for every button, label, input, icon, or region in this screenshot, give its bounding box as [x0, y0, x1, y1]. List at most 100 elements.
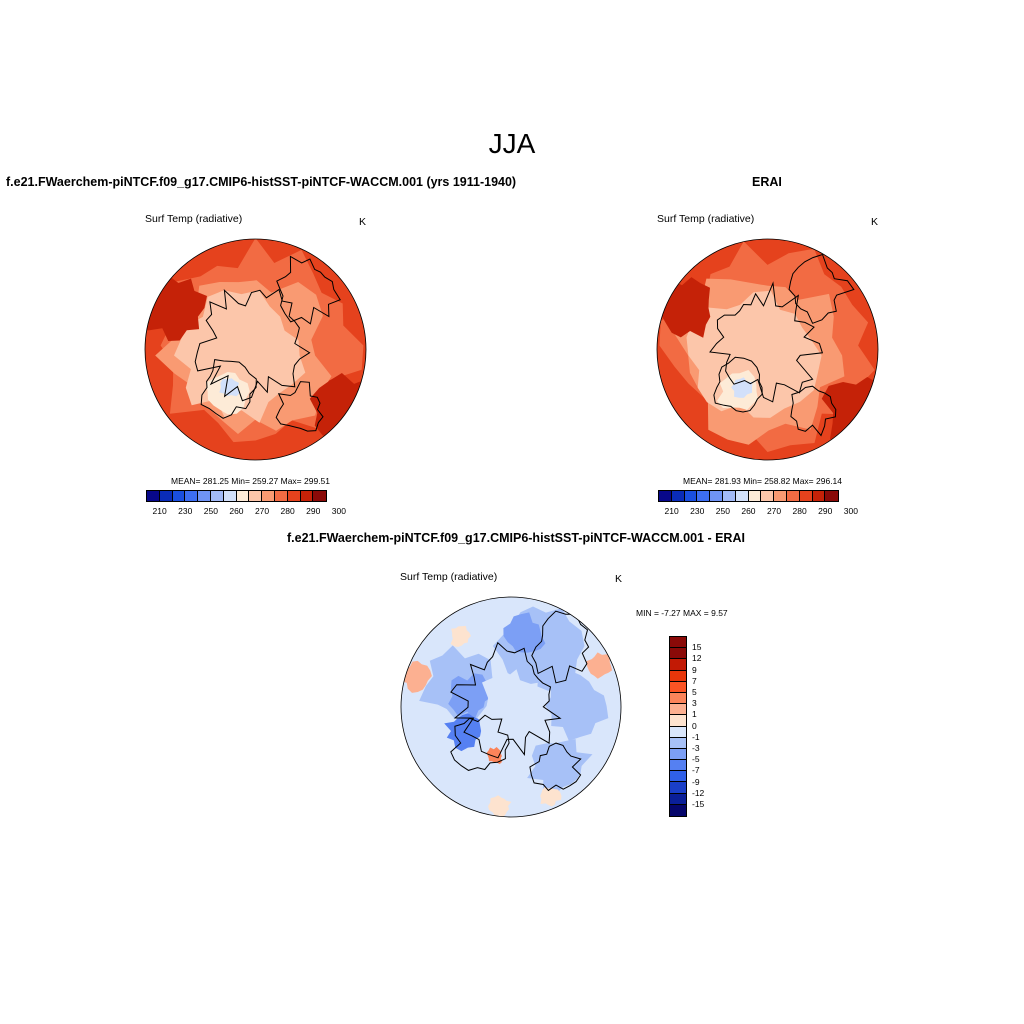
colorbar-swatch	[300, 491, 314, 501]
colorbar-swatch	[172, 491, 186, 501]
panel-model-polar-map	[144, 238, 367, 461]
coastline	[450, 641, 562, 759]
colorbar-swatch	[262, 491, 275, 501]
coastline	[790, 385, 837, 437]
colorbar-swatch	[670, 659, 686, 671]
coastline	[529, 742, 582, 792]
colorbar-swatch	[210, 491, 224, 501]
panel-diff-colorbar	[669, 636, 687, 817]
colorbar-tick-label: 280	[280, 506, 295, 516]
colorbar-swatch	[249, 491, 263, 501]
panel-obs-units-label: K	[871, 216, 879, 228]
colorbar-tick-label: 9	[692, 664, 697, 675]
colorbar-swatch	[659, 491, 672, 501]
colorbar-swatch	[274, 491, 288, 501]
panel-model-stats: MEAN= 281.25 Min= 259.27 Max= 299.51	[171, 476, 331, 486]
panel-model-colorbar	[146, 490, 328, 502]
panel-diff-title: f.e21.FWaerchem-piNTCF.f09_g17.CMIP6-his…	[287, 531, 745, 545]
colorbar-swatch	[670, 793, 686, 805]
colorbar-tick-label: 280	[792, 506, 807, 516]
colorbar-swatch	[670, 704, 686, 716]
anomaly-patch	[450, 625, 471, 647]
panel-obs-colorbar-ticks: 210 230 250 260 270 280 290 300	[658, 506, 878, 518]
colorbar-tick-label: -12	[692, 787, 705, 798]
colorbar-swatch	[670, 771, 686, 783]
colorbar-tick-label: 260	[741, 506, 756, 516]
colorbar-tick-label: 230	[178, 506, 193, 516]
colorbar-tick-label: -1	[692, 731, 700, 742]
panel-model-title: f.e21.FWaerchem-piNTCF.f09_g17.CMIP6-his…	[6, 175, 517, 189]
colorbar-tick-label: 7	[692, 675, 697, 686]
colorbar-tick-label: 3	[692, 698, 697, 709]
panel-obs-variable-label: Surf Temp (radiative)	[657, 213, 755, 225]
colorbar-tick-label: 260	[229, 506, 244, 516]
panel-obs-title: ERAI	[752, 175, 782, 189]
colorbar-swatch	[223, 491, 237, 501]
colorbar-swatch	[670, 737, 686, 749]
colorbar-swatch	[697, 491, 711, 501]
colorbar-swatch	[735, 491, 749, 501]
colorbar-tick-label: 250	[715, 506, 730, 516]
colorbar-swatch	[786, 491, 800, 501]
colorbar-tick-label: 15	[692, 642, 702, 653]
colorbar-tick-label: 270	[766, 506, 782, 516]
colorbar-tick-label: 5	[692, 687, 697, 697]
colorbar-swatch	[670, 760, 686, 772]
colorbar-tick-label: 300	[843, 506, 858, 516]
coastline	[200, 359, 257, 419]
colorbar-swatch	[670, 782, 686, 794]
colorbar-swatch	[670, 637, 686, 649]
anomaly-patch	[586, 652, 613, 679]
panel-obs-stats: MEAN= 281.93 Min= 258.82 Max= 296.14	[683, 476, 843, 486]
colorbar-swatch	[684, 491, 698, 501]
colorbar-tick-label: 12	[692, 653, 702, 664]
panel-model-units-label: K	[359, 216, 367, 228]
colorbar-swatch	[185, 491, 199, 501]
anomaly-patch	[527, 739, 593, 796]
anomaly-patch	[477, 669, 540, 736]
colorbar-tick-label: -9	[692, 776, 700, 787]
greenland-cold-core	[219, 378, 240, 397]
panel-model-variable-label: Surf Temp (radiative)	[145, 213, 243, 225]
colorbar-tick-label: 270	[254, 506, 270, 516]
anomaly-patch	[444, 713, 482, 752]
coastline	[450, 714, 510, 771]
colorbar-swatch	[670, 726, 686, 738]
coastline	[713, 356, 763, 413]
colorbar-tick-label: 210	[152, 506, 167, 516]
colorbar-swatch	[236, 491, 250, 501]
colorbar-swatch	[670, 804, 686, 816]
panel-diff-polar-map	[400, 596, 622, 818]
colorbar-swatch	[159, 491, 173, 501]
panel-diff-colorbar-ticks: 15 12 9 7 5 3 1 0 -1 -3 -5 -7 -9 -12 -15	[692, 636, 722, 818]
colorbar-swatch	[761, 491, 775, 501]
colorbar-swatch	[287, 491, 301, 501]
panel-diff-stats: MIN = -7.27 MAX = 9.57	[636, 608, 728, 618]
colorbar-tick-label: 290	[306, 506, 321, 516]
colorbar-swatch	[147, 491, 160, 501]
anomaly-patch	[488, 795, 512, 817]
colorbar-swatch	[670, 748, 686, 761]
colorbar-swatch	[670, 648, 686, 660]
colorbar-tick-label: 290	[818, 506, 833, 516]
colorbar-tick-label: 250	[203, 506, 218, 516]
colorbar-swatch	[812, 491, 826, 501]
coastline	[275, 381, 324, 432]
panel-model-colorbar-ticks: 210 230 250 260 270 280 290 300	[146, 506, 366, 518]
colorbar-swatch	[799, 491, 813, 501]
colorbar-swatch	[670, 670, 686, 682]
colorbar-tick-label: 1	[692, 709, 697, 720]
anomaly-patch	[503, 612, 546, 653]
map-border	[144, 238, 367, 461]
coastline	[194, 288, 311, 402]
colorbar-tick-label: -15	[692, 799, 705, 809]
colorbar-swatch	[825, 491, 839, 501]
colorbar-swatch	[710, 491, 723, 501]
colorbar-tick-label: 230	[690, 506, 705, 516]
colorbar-swatch	[313, 491, 327, 501]
coastline	[788, 253, 855, 324]
colorbar-tick-label: -7	[692, 765, 700, 776]
panel-obs-colorbar	[658, 490, 840, 502]
colorbar-swatch	[670, 681, 686, 693]
colorbar-tick-label: 0	[692, 720, 697, 731]
